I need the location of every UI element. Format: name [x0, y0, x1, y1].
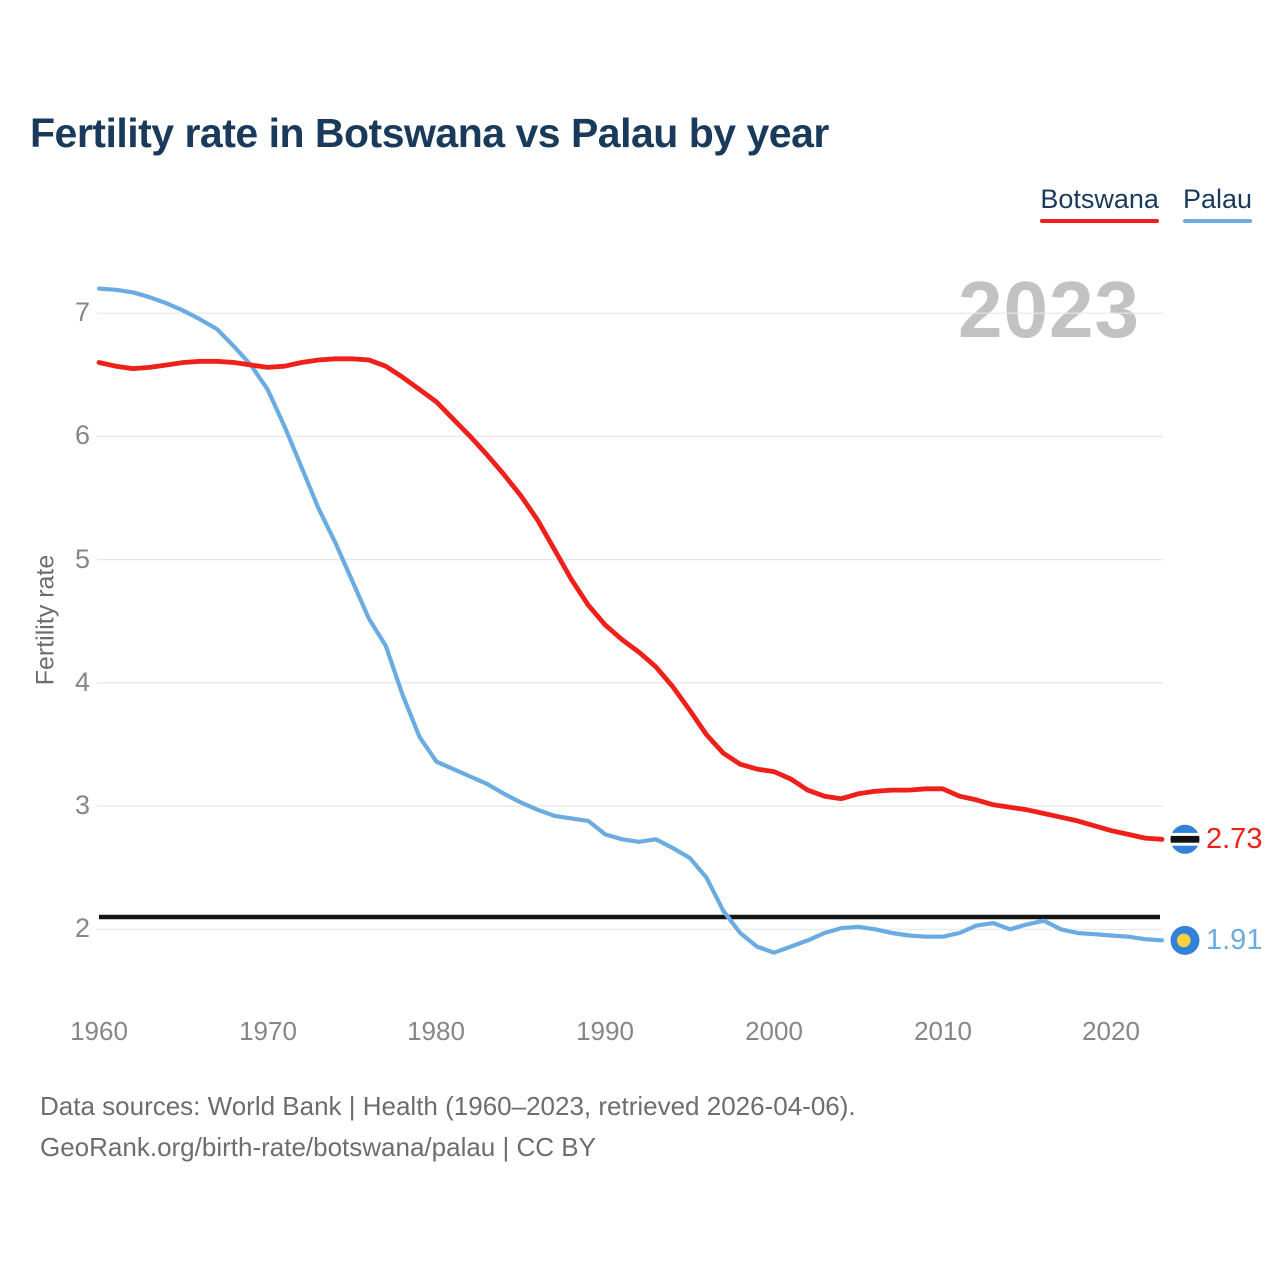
legend-underline-botswana: [1040, 219, 1159, 223]
y-tick-label-4: 4: [74, 667, 90, 697]
page-title: Fertility rate in Botswana vs Palau by y…: [30, 110, 829, 156]
x-tick-label-1970: 1970: [239, 1016, 297, 1046]
footer: Data sources: World Bank | Health (1960–…: [40, 1086, 856, 1168]
year-watermark: 2023: [958, 265, 1140, 354]
x-tick-label-2010: 2010: [914, 1016, 972, 1046]
palau-flag-sun: [1177, 933, 1191, 948]
x-tick-label-1990: 1990: [576, 1016, 634, 1046]
legend-item-botswana[interactable]: Botswana: [1040, 184, 1159, 223]
botswana-flag-black-stripe: [1170, 835, 1200, 843]
y-tick-label-7: 7: [74, 297, 90, 327]
legend-item-palau[interactable]: Palau: [1182, 184, 1252, 223]
x-tick-label-2000: 2000: [745, 1016, 803, 1046]
legend-label-botswana: Botswana: [1040, 184, 1159, 214]
y-tick-label-2: 2: [74, 913, 90, 943]
series-line-palau[interactable]: [96, 286, 1165, 955]
y-tick-label-3: 3: [74, 790, 90, 820]
footer-source-line: Data sources: World Bank | Health (1960–…: [40, 1091, 856, 1121]
x-tick-label-2020: 2020: [1082, 1016, 1140, 1046]
y-tick-label-6: 6: [74, 420, 90, 450]
legend: Botswana Palau: [1040, 184, 1252, 223]
footer-attribution-line: GeoRank.org/birth-rate/botswana/palau | …: [40, 1132, 596, 1162]
end-value-label-palau: 1.91: [1206, 924, 1263, 956]
series-line-botswana[interactable]: [96, 356, 1165, 842]
legend-label-palau: Palau: [1182, 184, 1252, 214]
x-tick-label-1960: 1960: [70, 1016, 128, 1046]
y-tick-label-5: 5: [74, 544, 90, 574]
legend-underline-palau: [1182, 219, 1252, 223]
x-tick-label-1980: 1980: [407, 1016, 465, 1046]
end-value-label-botswana: 2.73: [1206, 823, 1263, 855]
